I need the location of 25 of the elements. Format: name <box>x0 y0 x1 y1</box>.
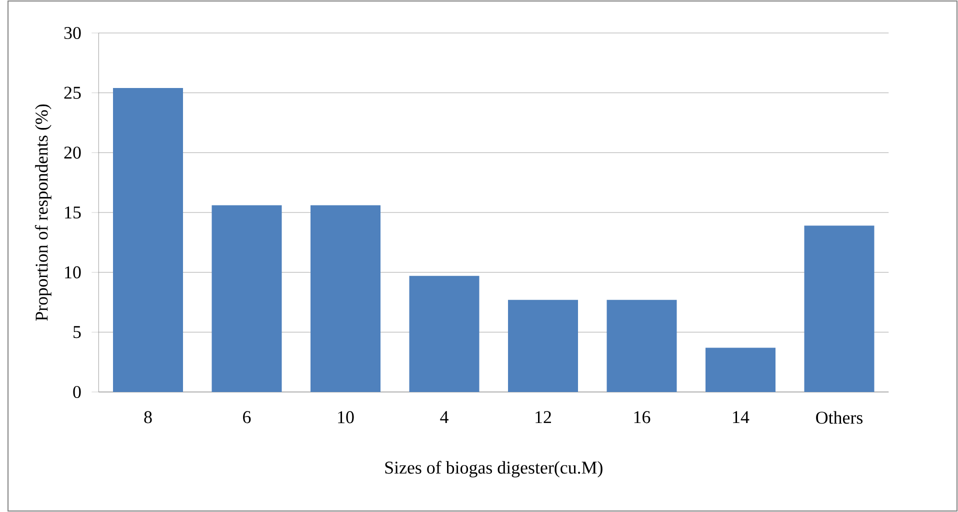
x-axis-title: Sizes of biogas digester(cu.M) <box>385 460 602 478</box>
x-tick-label: 10 <box>338 411 354 424</box>
y-tick-label: 10 <box>65 266 81 278</box>
x-tick-label: 8 <box>144 411 152 424</box>
bar <box>804 226 874 392</box>
x-tick-label: 6 <box>243 411 251 424</box>
y-tick-label: 5 <box>74 326 81 338</box>
bar <box>508 300 578 392</box>
x-tick-label: Others <box>816 411 863 424</box>
bar <box>606 300 677 392</box>
y-tick-label: 20 <box>64 146 81 159</box>
y-axis-title: Proportion of respondents (%) <box>34 104 52 321</box>
bar <box>409 276 480 392</box>
x-tick-label: 4 <box>440 411 448 423</box>
bar <box>212 205 282 392</box>
bar <box>706 348 776 392</box>
bar <box>310 205 381 392</box>
y-tick-label: 25 <box>64 86 81 99</box>
x-tick-label: 16 <box>634 411 650 424</box>
y-tick-label: 0 <box>73 386 81 398</box>
y-tick-label: 30 <box>64 26 81 40</box>
bar <box>113 88 184 392</box>
y-tick-label: 15 <box>65 206 81 218</box>
x-tick-label: 14 <box>733 411 750 423</box>
x-tick-label: 12 <box>536 411 551 424</box>
